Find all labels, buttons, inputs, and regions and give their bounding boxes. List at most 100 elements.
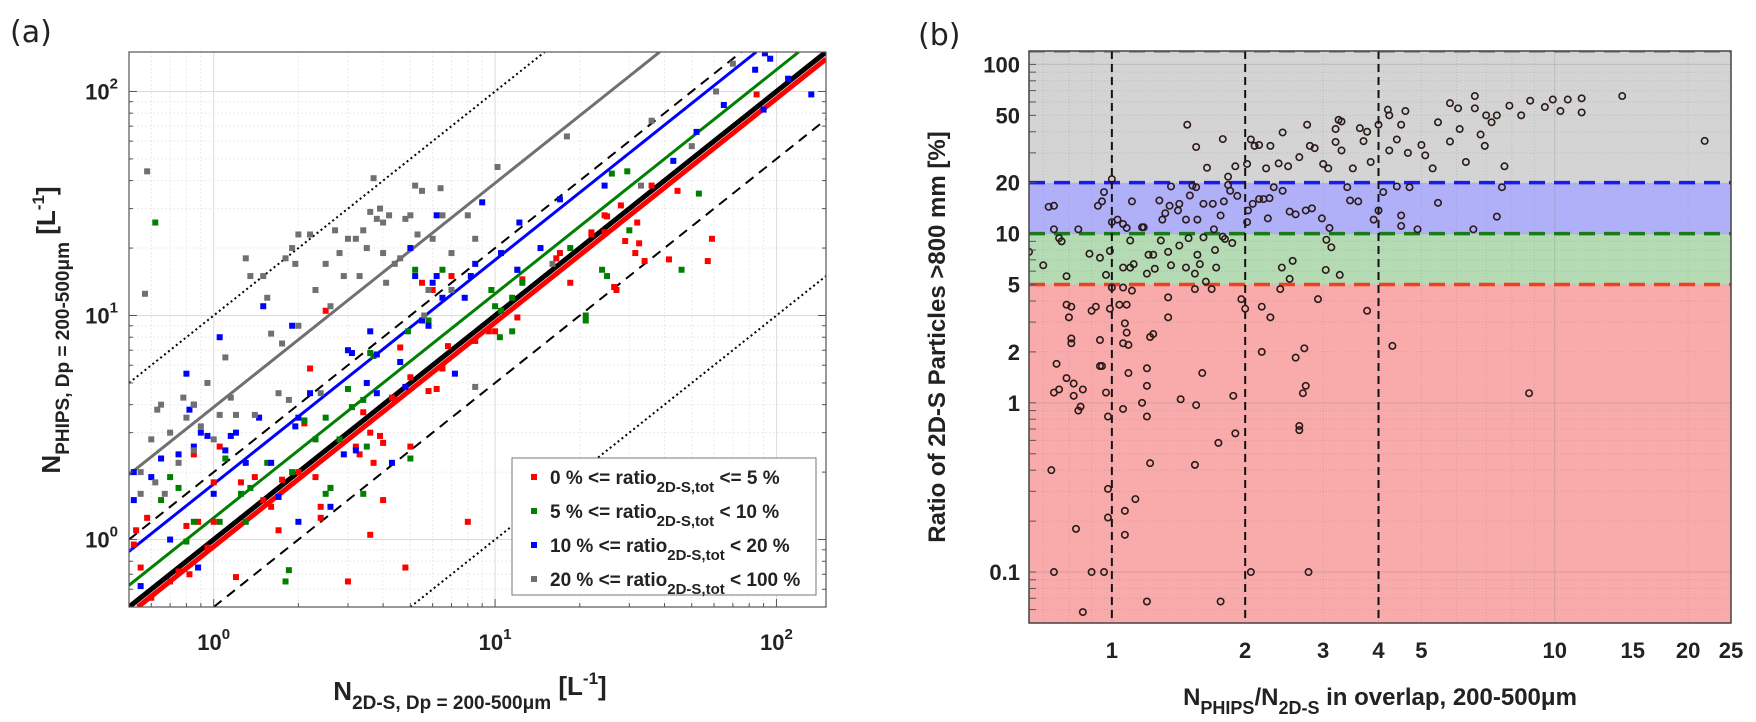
data-point-series-0 <box>439 365 446 372</box>
data-point <box>1129 260 1138 269</box>
x-tick-label: 10 <box>1543 638 1567 663</box>
data-point-series-3 <box>190 401 197 408</box>
data-point <box>1149 250 1158 259</box>
data-point-series-0 <box>370 459 377 466</box>
data-point <box>1097 197 1106 206</box>
data-point-series-1 <box>363 443 370 450</box>
data-point-series-3 <box>336 250 343 257</box>
data-point-series-2 <box>232 429 239 436</box>
data-point <box>1055 385 1064 394</box>
data-point-series-0 <box>133 527 140 534</box>
data-point <box>1255 140 1264 149</box>
data-point <box>1285 274 1294 283</box>
legend-marker <box>531 508 537 514</box>
data-point-series-0 <box>407 374 414 381</box>
data-point-series-1 <box>190 518 197 525</box>
data-point-series-0 <box>601 229 608 236</box>
data-point-series-3 <box>407 212 414 219</box>
data-point <box>1192 183 1201 192</box>
data-point-series-3 <box>386 212 393 219</box>
data-point-series-1 <box>360 490 367 497</box>
data-point-series-3 <box>180 394 187 401</box>
data-point-series-0 <box>604 213 611 220</box>
data-point-series-3 <box>197 423 204 430</box>
data-point-series-0 <box>195 518 202 525</box>
data-point <box>1181 215 1190 224</box>
data-point <box>1492 212 1501 221</box>
data-point <box>1231 429 1240 438</box>
data-point <box>1062 374 1071 383</box>
data-point <box>1069 379 1078 388</box>
data-point <box>1461 157 1470 166</box>
data-point-series-1 <box>264 459 271 466</box>
data-point-series-3 <box>285 396 292 403</box>
data-point-series-0 <box>322 307 329 314</box>
data-point <box>1313 295 1322 304</box>
data-point-series-0 <box>632 250 639 257</box>
data-point-series-0 <box>232 574 239 581</box>
x-tick-label: 101 <box>479 626 512 655</box>
data-point-series-2 <box>242 459 249 466</box>
data-point <box>1156 236 1165 245</box>
data-point-series-3 <box>227 394 234 401</box>
data-point-series-0 <box>674 187 681 194</box>
data-point <box>1127 286 1136 295</box>
data-point-series-2 <box>352 447 359 454</box>
data-point <box>1190 285 1199 294</box>
data-point-series-0 <box>648 182 655 189</box>
y-tick-label: 10 <box>996 222 1020 247</box>
data-point-series-1 <box>360 396 367 403</box>
data-point <box>1209 225 1218 234</box>
data-point-series-0 <box>279 476 286 483</box>
data-point <box>1700 136 1709 145</box>
data-point-series-2 <box>429 279 436 286</box>
data-point-series-1 <box>327 484 334 491</box>
data-point-series-2 <box>367 328 374 335</box>
data-point-series-2 <box>767 55 774 62</box>
data-point <box>1363 127 1372 136</box>
data-point <box>1274 159 1283 168</box>
legend-marker <box>531 576 537 582</box>
reference-line-slope-1 <box>129 52 826 607</box>
data-point-series-3 <box>327 303 334 310</box>
data-point <box>1325 223 1334 232</box>
data-point-series-0 <box>464 518 471 525</box>
data-point-series-0 <box>312 474 319 481</box>
data-point <box>1480 141 1489 150</box>
data-point-series-2 <box>752 66 759 73</box>
data-point-series-3 <box>144 168 151 175</box>
y-tick-label: 100 <box>983 52 1020 77</box>
data-point-series-2 <box>402 383 409 390</box>
data-point-series-3 <box>322 260 329 267</box>
data-point <box>1158 215 1167 224</box>
data-point <box>1233 191 1242 200</box>
data-point-series-2 <box>307 390 314 397</box>
data-point-series-2 <box>467 273 474 280</box>
data-point <box>1155 196 1164 205</box>
data-point-series-2 <box>373 390 380 397</box>
data-point <box>1262 164 1271 173</box>
data-point-series-1 <box>695 190 702 197</box>
panel-a: (a) 100 101 102 100 101 102 N2D-S, Dp = 200-5… <box>10 15 827 714</box>
data-point-series-2 <box>785 75 792 82</box>
data-point-series-3 <box>373 215 380 222</box>
data-point-series-1 <box>509 328 516 335</box>
data-point <box>1072 524 1081 533</box>
data-point-series-1 <box>222 455 229 462</box>
data-point <box>1175 241 1184 250</box>
data-point-series-0 <box>204 544 211 551</box>
data-point-series-0 <box>377 432 384 439</box>
data-point <box>1183 120 1192 129</box>
data-point-series-1 <box>242 518 249 525</box>
data-point-series-0 <box>641 258 648 265</box>
data-point <box>1095 336 1104 345</box>
data-point <box>1321 265 1330 274</box>
data-point <box>1115 300 1124 309</box>
data-point-series-3 <box>148 436 155 443</box>
data-point-series-2 <box>498 250 505 257</box>
data-point <box>1122 328 1131 337</box>
data-point <box>1107 175 1116 184</box>
data-point <box>1198 369 1207 378</box>
